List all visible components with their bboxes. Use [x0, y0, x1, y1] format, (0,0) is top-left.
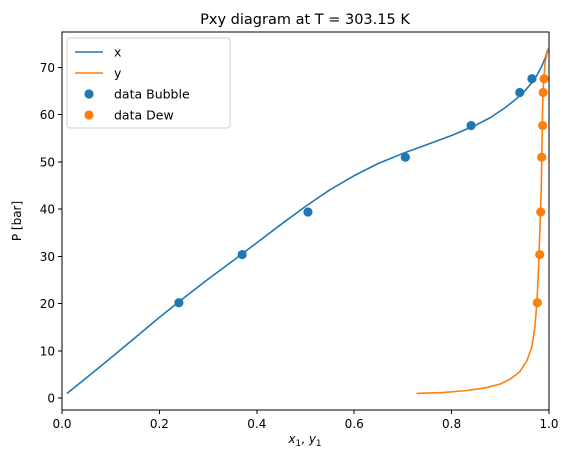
- data-point-data-bubble-1: [237, 249, 247, 260]
- y-tick-label-0: 0: [47, 392, 55, 406]
- data-point-data-bubble-5: [515, 87, 525, 98]
- y-tick-label-5: 50: [40, 155, 55, 169]
- x-tick-label-2: 0.4: [247, 417, 266, 431]
- plot-content: [66, 48, 549, 395]
- data-point-data-dew-1: [535, 249, 545, 260]
- x-tick-label-0: 0.0: [52, 417, 71, 431]
- data-point-data-bubble-6: [527, 74, 537, 84]
- axes-frame: [61, 31, 550, 411]
- y-axis-ticks: 0 10 20 30 40 50 60 70: [40, 61, 62, 406]
- data-point-data-dew-5: [538, 87, 548, 98]
- x-tick-label-4: 0.8: [442, 417, 461, 431]
- data-point-data-dew-2: [536, 207, 546, 217]
- y-tick-label-4: 40: [40, 203, 55, 217]
- data-point-data-dew-4: [538, 120, 548, 131]
- legend-box: [66, 37, 231, 129]
- x-axis-title: x1, y1: [287, 432, 321, 449]
- plot-area: [61, 31, 550, 411]
- legend-label-y: y: [114, 66, 122, 81]
- legend-label-data-bubble: data Bubble: [114, 87, 190, 102]
- data-point-data-bubble-2: [303, 207, 313, 217]
- x-tick-label-1: 0.2: [150, 417, 169, 431]
- data-point-data-dew-0: [532, 298, 542, 308]
- legend-swatch-data-dew: [84, 110, 94, 120]
- x-tick-label-5: 1.0: [539, 417, 558, 431]
- y-tick-label-7: 70: [40, 61, 55, 75]
- chart-title: Pxy diagram at T = 303.15 K: [200, 12, 410, 28]
- data-point-data-dew-6: [539, 74, 549, 84]
- y-tick-label-6: 60: [40, 108, 55, 122]
- y-tick-label-2: 20: [40, 297, 55, 311]
- series-line-x: [66, 48, 549, 395]
- y-tick-label-3: 30: [40, 250, 55, 264]
- data-point-data-bubble-0: [174, 298, 184, 308]
- data-point-data-dew-3: [537, 152, 547, 162]
- x-tick-label-3: 0.6: [345, 417, 364, 431]
- legend-label-data-dew: data Dew: [114, 108, 174, 123]
- y-tick-label-1: 10: [40, 344, 55, 358]
- legend-label-x: x: [114, 45, 121, 60]
- x-axis-ticks: 0.0 0.2 0.4 0.6 0.8 1.0: [52, 410, 559, 431]
- legend-swatch-data-bubble: [84, 89, 94, 99]
- data-point-data-bubble-3: [400, 152, 410, 162]
- y-axis-title: P [bar]: [10, 201, 24, 241]
- data-point-data-bubble-4: [466, 120, 476, 131]
- legend: xy data Bubble data Dew: [66, 37, 231, 129]
